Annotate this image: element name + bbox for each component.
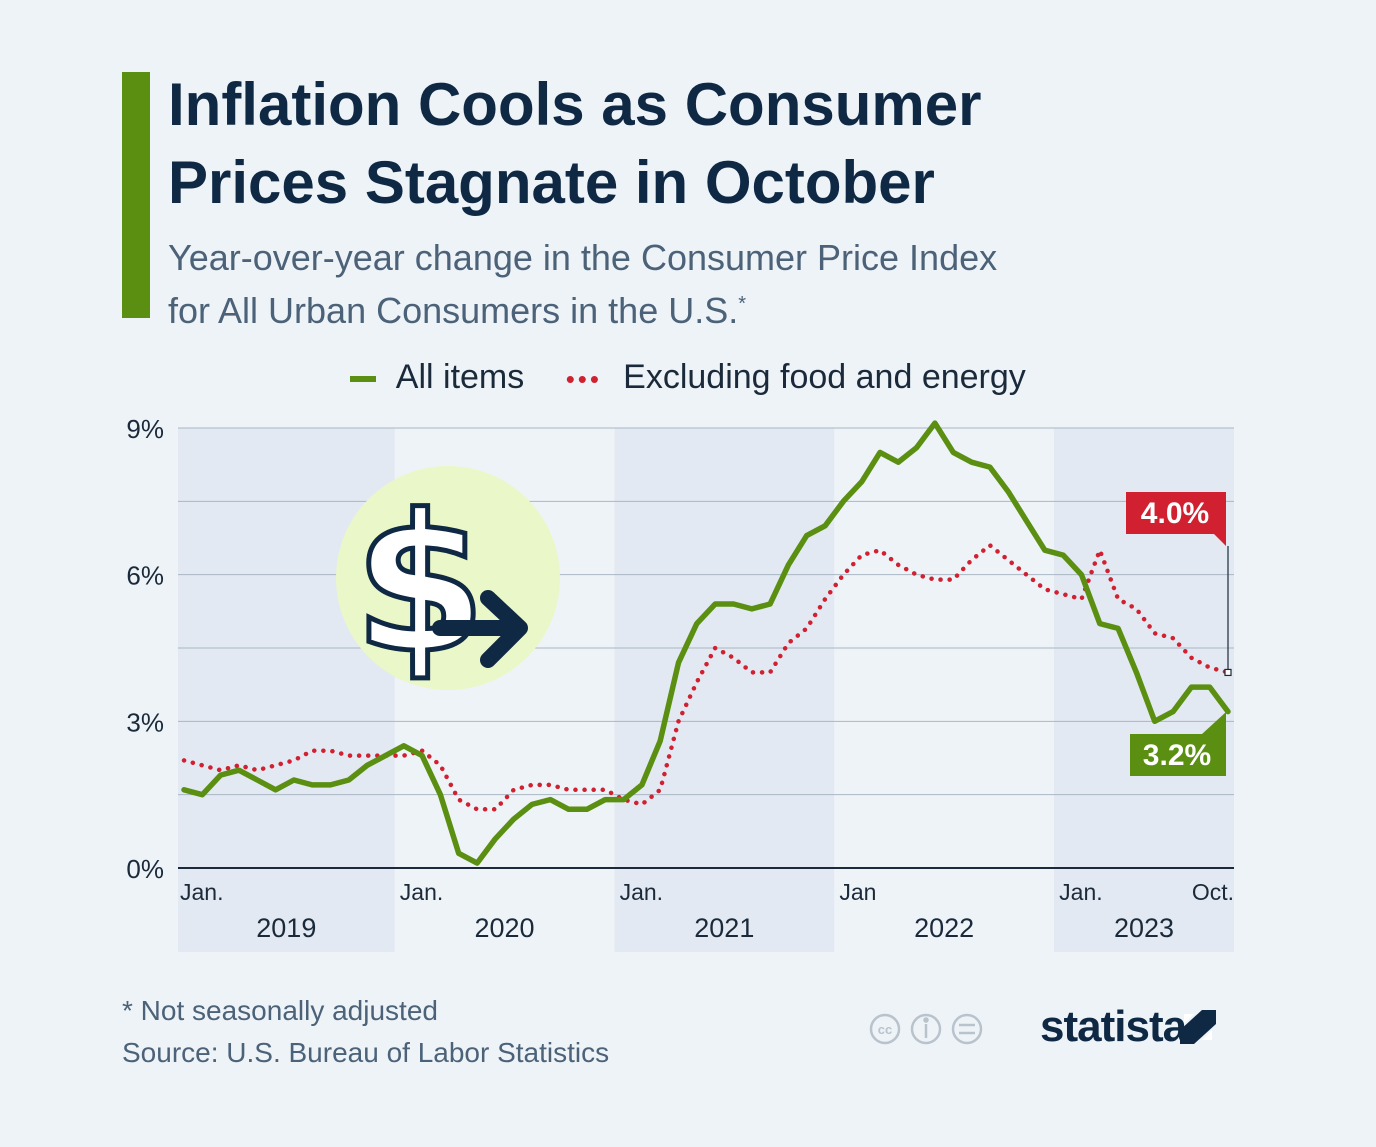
y-tick-label: 3% <box>126 707 164 737</box>
subtitle-line-1: Year-over-year change in the Consumer Pr… <box>168 237 998 278</box>
core-callout-label: 4.0% <box>1141 497 1209 530</box>
y-axis-ticks: 0% 3% 6% 9% <box>126 414 164 884</box>
legend-swatch-core: ••• <box>565 363 603 394</box>
x-month-label: Jan. <box>1059 879 1102 905</box>
dollar-arrow-icon: $ <box>336 466 560 698</box>
attribution-icon <box>910 1013 942 1045</box>
legend-swatch-all-items <box>350 375 377 382</box>
series-line-core <box>181 542 1231 812</box>
page-title: Inflation Cools as Consumer Prices Stagn… <box>168 66 1318 222</box>
all-items-callout-label: 3.2% <box>1143 739 1211 772</box>
title-line-1: Inflation Cools as Consumer <box>168 71 982 138</box>
year-bands <box>178 428 1234 952</box>
dollar-sign-icon: $ <box>354 474 486 695</box>
svg-text:cc: cc <box>878 1022 892 1037</box>
legend-item-core: ••• Excluding food and energy <box>566 358 1026 397</box>
x-month-label: Jan. <box>620 879 663 905</box>
title-accent-bar <box>122 72 150 318</box>
core-callout-marker <box>1224 668 1232 677</box>
legend-item-all-items: All items <box>350 358 524 397</box>
no-derivatives-icon <box>951 1013 983 1045</box>
x-month-label: Jan. <box>400 879 443 905</box>
series-line-all-items <box>181 420 1231 866</box>
x-month-label: Jan. <box>180 879 223 905</box>
x-year-label: 2021 <box>694 913 754 943</box>
statista-logo: statista <box>1040 1002 1187 1051</box>
y-tick-label: 9% <box>126 414 164 444</box>
footnote-text: * Not seasonally adjusted <box>122 995 438 1026</box>
x-year-label: 2019 <box>256 913 316 943</box>
x-axis-ticks: Jan. Jan. Jan. Jan Jan. Oct. 2019 2020 2021 2022 2… <box>180 879 1234 943</box>
title-line-2: Prices Stagnate in October <box>168 149 935 216</box>
core-callout-box <box>1126 492 1226 546</box>
x-month-label: Oct. <box>1192 879 1234 905</box>
chart-subtitle: Year-over-year change in the Consumer Pr… <box>168 234 1268 334</box>
chart-legend: All items ••• Excluding food and energy <box>0 356 1376 397</box>
x-year-label: 2022 <box>914 913 974 943</box>
statista-logo-icon <box>1180 1010 1216 1044</box>
x-year-label: 2020 <box>474 913 534 943</box>
subtitle-line-2: for All Urban Consumers in the U.S. <box>168 290 739 331</box>
y-tick-label: 0% <box>126 854 164 884</box>
all-items-callout-box <box>1130 712 1226 776</box>
source-text: Source: U.S. Bureau of Labor Statistics <box>122 1037 610 1068</box>
series-lines <box>181 420 1231 866</box>
cc-icon <box>869 1013 901 1045</box>
y-tick-label: 6% <box>126 561 164 591</box>
arrow-head-icon <box>480 590 528 668</box>
end-value-annotations: 4.0% 3.2% <box>1126 492 1232 776</box>
footnote-block: * Not seasonally adjusted Source: U.S. B… <box>122 990 609 1074</box>
legend-label-all-items: All items <box>395 357 525 396</box>
subtitle-footnote-mark: * <box>738 293 747 315</box>
x-month-label: Jan <box>839 879 876 905</box>
license-icons: cc <box>869 1013 983 1045</box>
x-year-label: 2023 <box>1114 913 1174 943</box>
year-band <box>614 428 835 952</box>
legend-label-core: Excluding food and energy <box>623 357 1026 396</box>
